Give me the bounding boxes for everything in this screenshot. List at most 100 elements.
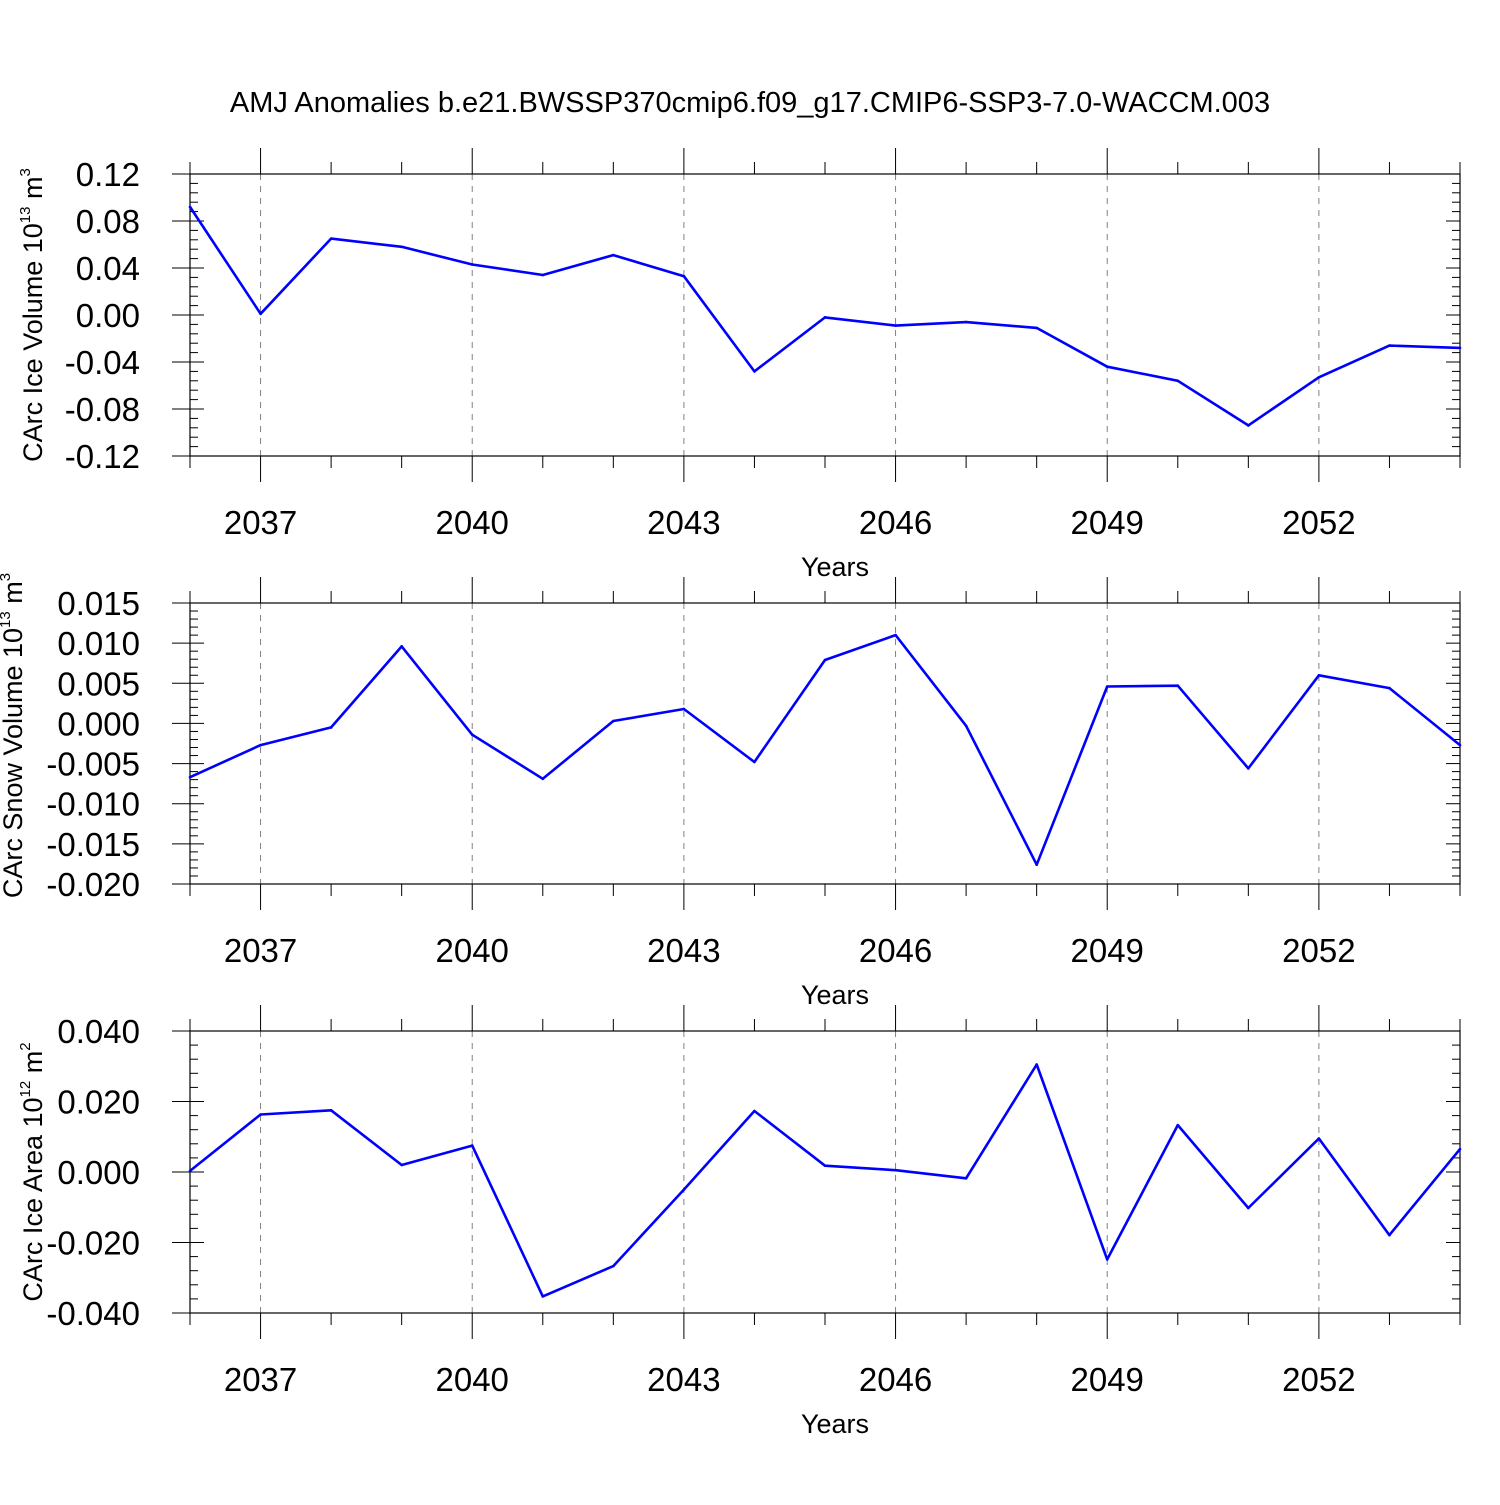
x-axis-label: Years	[801, 552, 869, 582]
y-tick-label: -0.040	[46, 1295, 140, 1332]
data-point-2045	[823, 316, 827, 319]
x-tick-label: 2049	[1071, 1361, 1144, 1398]
x-axis-label: Years	[801, 980, 869, 1010]
data-point-2042	[612, 253, 615, 257]
x-tick-label: 2037	[224, 1361, 297, 1398]
x-tick-label: 2043	[647, 504, 720, 541]
x-tick-label: 2040	[436, 1361, 509, 1398]
data-point-2039	[400, 245, 403, 249]
y-tick-label: 0.12	[76, 156, 140, 193]
data-point-2049	[1105, 365, 1109, 369]
y-tick-label: -0.010	[46, 786, 140, 823]
data-point-2053	[1388, 1233, 1391, 1237]
data-point-2046	[894, 324, 897, 327]
figure-title: AMJ Anomalies b.e21.BWSSP370cmip6.f09_g1…	[230, 87, 1270, 119]
data-point-2041	[541, 777, 545, 781]
x-tick-label: 2049	[1071, 504, 1144, 541]
data-point-2043	[682, 1188, 686, 1191]
panel-2: 2037 2040 2043 2046 2049 2052Years-0.020-0.01…	[0, 573, 1462, 1010]
data-point-2048	[1035, 863, 1038, 867]
data-point-2054	[1458, 346, 1462, 350]
x-tick-label: 2037	[224, 504, 297, 541]
x-tick-label: 2043	[647, 932, 720, 969]
x-tick-label: 2046	[859, 504, 932, 541]
data-point-2042	[612, 1264, 615, 1268]
y-tick-label: 0.08	[76, 203, 140, 240]
y-axis-label-text: CArc Snow Volume 10	[0, 628, 28, 898]
y-tick-label: -0.005	[46, 746, 140, 783]
x-tick-label: 2046	[859, 932, 932, 969]
data-point-2039	[400, 645, 403, 648]
data-point-2053	[1388, 686, 1391, 690]
y-tick-label: -0.020	[46, 1225, 140, 1262]
data-point-2037	[259, 312, 262, 316]
data-point-2046	[894, 633, 897, 637]
data-point-2039	[400, 1163, 403, 1167]
y-axis-label-text: CArc Ice Area 10	[18, 1097, 48, 1301]
data-point-2042	[612, 719, 615, 723]
y-tick-label: 0.04	[76, 250, 140, 287]
data-point-2048	[1035, 326, 1038, 330]
y-tick-label: 0.00	[76, 297, 140, 334]
x-tick-label: 2043	[647, 1361, 720, 1398]
data-point-2049	[1105, 1258, 1109, 1261]
y-axis-label: CArc Ice Volume 1013 m3	[17, 168, 48, 462]
data-point-2052	[1317, 375, 1321, 379]
panel-3: 2037 2040 2043 2046 2049 2052 Years -0.040 -0.02…	[17, 1005, 1462, 1439]
data-point-2038	[329, 726, 333, 729]
y-axis-label-unit: m	[18, 1051, 48, 1081]
x-tick-label: 2052	[1282, 504, 1355, 541]
x-tick-label: 2040	[436, 504, 509, 541]
data-point-2036	[188, 205, 192, 209]
data-point-2051	[1247, 424, 1250, 427]
data-point-2040	[470, 1144, 474, 1147]
data-point-2044	[753, 760, 756, 764]
y-tick-label: 0.040	[57, 1013, 140, 1050]
data-point-2050	[1176, 1123, 1180, 1127]
data-point-2048	[1035, 1063, 1038, 1066]
y-tick-label: -0.08	[65, 391, 140, 428]
y-tick-label: 0.000	[57, 1154, 140, 1191]
data-point-2041	[541, 273, 545, 277]
y-axis-label-exponent: 12	[17, 1081, 34, 1098]
series-line	[189, 633, 1461, 867]
y-tick-label: 0.000	[57, 705, 140, 742]
data-point-2047	[964, 1177, 968, 1180]
data-point-2045	[823, 658, 827, 662]
data-point-2043	[682, 707, 686, 711]
data-point-2052	[1317, 673, 1321, 677]
y-axis-label-text: CArc Ice Volume 10	[18, 223, 48, 462]
data-point-2051	[1247, 767, 1250, 770]
y-tick-label: -0.020	[46, 866, 140, 903]
y-tick-label: -0.04	[65, 344, 140, 381]
panels: 2037 2040 2043 2046 2049 2052 Years -0.12 -0.08 -…	[0, 148, 1462, 1439]
data-point-2046	[894, 1168, 897, 1172]
y-tick-label: 0.020	[57, 1084, 140, 1121]
data-point-2036	[188, 775, 192, 779]
y-axis-label-exponent: 13	[17, 207, 34, 224]
y-tick-label: -0.12	[65, 438, 140, 475]
data-point-2040	[470, 733, 474, 736]
data-point-2036	[188, 1169, 192, 1173]
panel-1: 2037 2040 2043 2046 2049 2052 Years -0.12 -0.08 -…	[17, 148, 1462, 582]
plot-frame	[189, 173, 1461, 457]
data-point-2043	[682, 274, 686, 278]
y-axis-label: CArc Ice Area 1012 m2	[17, 1042, 48, 1301]
data-point-2044	[753, 1109, 756, 1113]
y-axis-label-unit: m	[0, 581, 28, 611]
data-point-2052	[1317, 1137, 1321, 1140]
data-point-2049	[1105, 685, 1109, 688]
y-axis-label: CArc Snow Volume 1013 m3	[0, 573, 28, 898]
x-tick-label: 2052	[1282, 1361, 1355, 1398]
data-point-2037	[259, 743, 262, 747]
data-point-2051	[1247, 1206, 1250, 1210]
data-point-2054	[1458, 743, 1462, 747]
y-tick-label: 0.010	[57, 625, 140, 662]
y-axis-label-unit-exponent: 3	[0, 573, 14, 581]
data-point-2054	[1458, 1147, 1462, 1151]
x-tick-label: 2037	[224, 932, 297, 969]
series-line	[189, 1063, 1462, 1298]
data-point-2050	[1176, 684, 1180, 687]
x-tick-label: 2052	[1282, 932, 1355, 969]
